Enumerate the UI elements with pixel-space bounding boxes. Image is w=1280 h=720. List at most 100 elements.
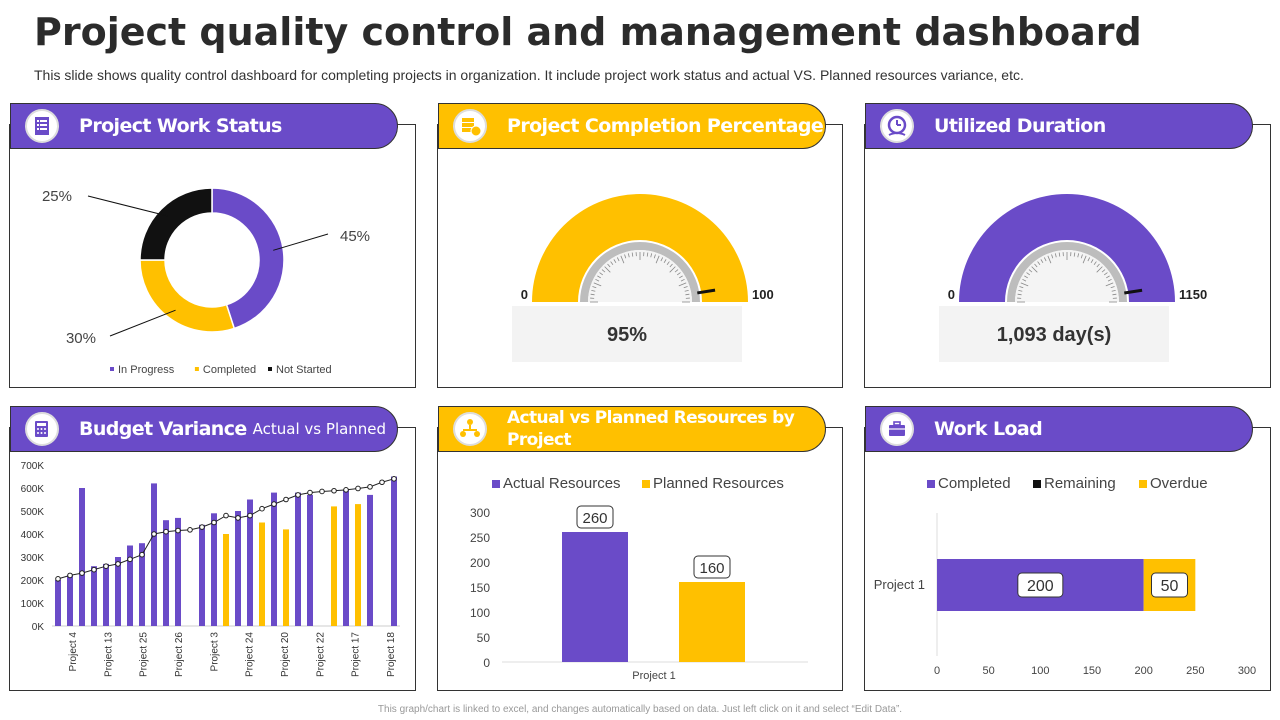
budget-bar [223,534,229,626]
budget-bar [211,513,217,626]
footer-note: This graph/chart is linked to excel, and… [377,704,903,715]
gauge-tick [1106,275,1110,279]
workload-data-label-box [1151,572,1188,598]
budget-trend-point [295,492,301,498]
gauge-tick [1031,266,1038,273]
checklist-icon [25,109,59,143]
budget-trend-point [391,476,397,482]
duration-title: Utilized Duration [934,115,1106,137]
gauge-tick [1019,286,1024,289]
workload-legend-label: Completed [938,475,1011,492]
gauge-tick [1034,263,1038,268]
work-status-panel [9,124,416,388]
budget-bar [127,545,133,626]
gauge-tick [1103,272,1108,276]
budget-trend-point [163,528,169,535]
resources-legend-label: Actual Resources [503,475,621,492]
gauge-tick [685,293,690,296]
gauge-tick [646,252,649,257]
budget-trend-point [151,531,157,537]
resources-ytick: 150 [470,581,490,595]
donut-leader-2 [87,195,169,217]
network-people-icon [453,412,487,446]
gauge-tick [1037,261,1041,266]
resources-data-label-box [576,505,614,529]
workload-category-label: Project 1 [874,577,925,592]
resources-title: Actual vs Planned Resources by Project [507,408,795,450]
budget-bar [271,492,277,626]
page-title: Project quality control and management d… [34,10,1142,54]
gauge-max-label: 100 [752,287,774,302]
budget-title: Budget Variance Actual vs Planned [79,407,386,451]
budget-trend-point [115,561,121,567]
budget-ytick: 100K [21,599,45,610]
budget-trend-point [379,479,385,486]
resources-bar [562,532,628,662]
budget-xtick: Project 22 [315,632,326,677]
gauge-tick [660,257,664,262]
gauge-tick [591,289,596,292]
gauge-arc [532,194,748,302]
budget-trend-point [175,527,181,534]
resources-bar-chart: Actual Resources Planned Resources 0 50 100 1… [470,475,808,682]
gauge-needle [697,288,716,295]
donut-slice-0 [211,187,285,330]
gauge-tick [593,282,602,287]
workload-xtick: 50 [983,665,995,677]
work-status-donut-chart: 45% 30% 25% In Progress Completed Not Started [42,187,370,376]
budget-trend-point [283,496,289,503]
gauge-tick [1028,269,1033,273]
gauge-tick [597,275,601,279]
budget-bar [115,557,121,626]
resources-legend-marker [642,480,650,488]
gauge-tick [1087,257,1091,262]
budget-trend-point [331,487,337,494]
budget-bar [151,483,157,626]
completion-title: Project Completion Percentage [507,115,824,137]
gauge-tick [613,259,617,263]
gauge-tick [655,255,660,264]
workload-bar-chart: Completed Remaining Overdue 0 50 100 150 200 250… [874,475,1256,677]
gauge-bezel [1007,242,1127,302]
budget-bar [79,488,85,626]
budget-variance-chart: 0K 100K 200K 300K 400K 500K 600K 700K Project 4 P… [21,461,400,677]
budget-bar [331,506,337,626]
budget-ytick: 500K [21,507,45,518]
gauge-tick [1111,289,1116,292]
gauge-tick [1051,254,1054,259]
gauge-tick [1058,252,1061,257]
gauge-tick [592,286,597,289]
budget-bar [103,563,109,626]
resources-panel [437,427,843,691]
gauge-tick [650,253,653,258]
page-subtitle: This slide shows quality control dashboa… [34,67,1024,83]
gauge-tick [624,254,627,259]
legend-marker-1 [194,367,199,371]
gauge-tick [676,272,681,276]
budget-xtick: Project 25 [139,632,150,677]
gauge-arc [959,194,1175,302]
budget-bar [55,580,61,626]
resources-ytick: 300 [470,506,490,520]
gauge-tick [1110,286,1115,289]
budget-ytick: 700K [21,461,45,472]
gauge-tick [674,269,679,273]
budget-xtick: Project 26 [174,632,185,677]
legend-label-0: In Progress [118,364,175,376]
budget-bar [235,511,241,626]
workload-xtick: 250 [1186,665,1204,677]
gauge-tick [601,269,606,273]
gauge-dial [588,250,692,302]
gauge-tick [631,252,634,257]
workload-data-label-box [1017,572,1064,598]
gauge-tick [620,255,625,264]
gauge-tick [680,278,685,282]
gauge-tick [1107,278,1112,282]
gauge-tick [679,275,683,279]
gauge-tick [669,266,676,273]
gauge-tick [1043,257,1047,262]
budget-trend-point [103,563,109,569]
gauge-tick [1096,266,1103,273]
budget-ytick: 400K [21,530,45,541]
resources-bar [679,582,745,662]
